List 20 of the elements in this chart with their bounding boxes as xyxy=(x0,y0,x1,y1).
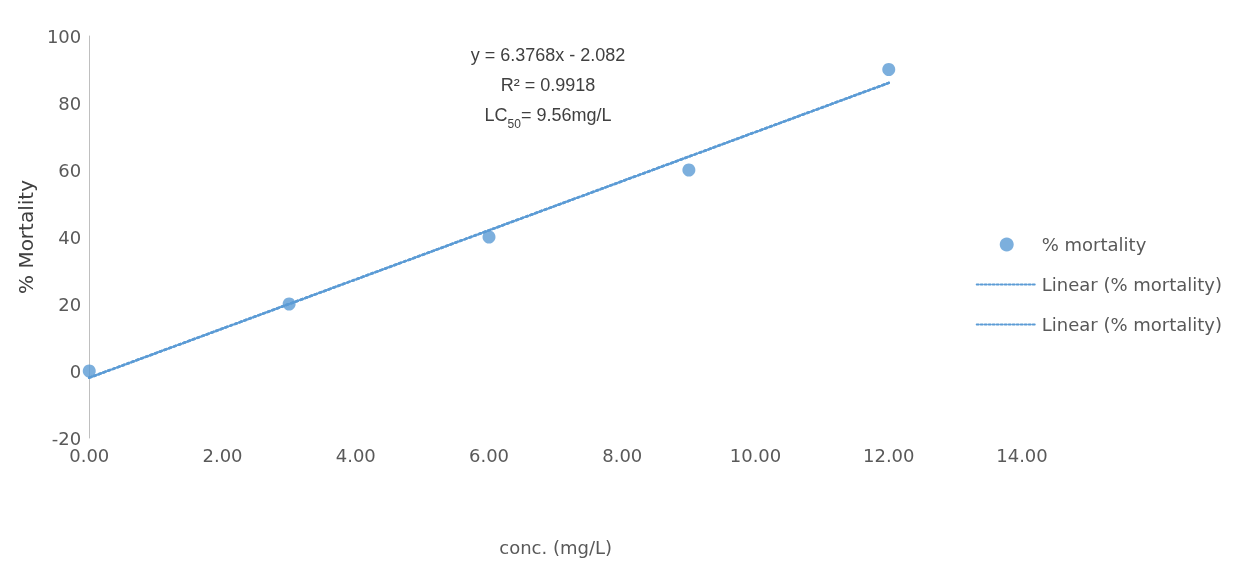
y-tick-label: 40 xyxy=(58,226,82,248)
x-tick-label: 2.00 xyxy=(202,444,243,466)
x-tick-label: 10.00 xyxy=(729,444,782,466)
x-tick-label: 8.00 xyxy=(602,444,643,466)
x-tick-label: 14.00 xyxy=(996,444,1048,466)
x-axis-title: conc. (mg/L) xyxy=(499,536,613,558)
y-axis-title: % Mortality xyxy=(14,179,38,294)
x-tick-label: 4.00 xyxy=(335,444,376,466)
x-tick-label: 6.00 xyxy=(468,444,510,466)
legend-label: Linear (% mortality) xyxy=(1041,314,1222,335)
y-tick-label: 100 xyxy=(46,25,82,47)
legend-label: Linear (% mortality) xyxy=(1041,274,1222,295)
y-tick-label: 80 xyxy=(58,92,82,114)
y-tick-label: 0 xyxy=(69,360,82,382)
y-tick-label: 20 xyxy=(58,293,82,315)
y-tick-label: 60 xyxy=(58,159,82,181)
legend-label: % mortality xyxy=(1041,234,1147,255)
x-tick-label: 12.00 xyxy=(862,444,915,466)
annotation: R² = 0.9918 xyxy=(500,75,596,95)
annotation: y = 6.3768x - 2.082 xyxy=(470,45,626,65)
